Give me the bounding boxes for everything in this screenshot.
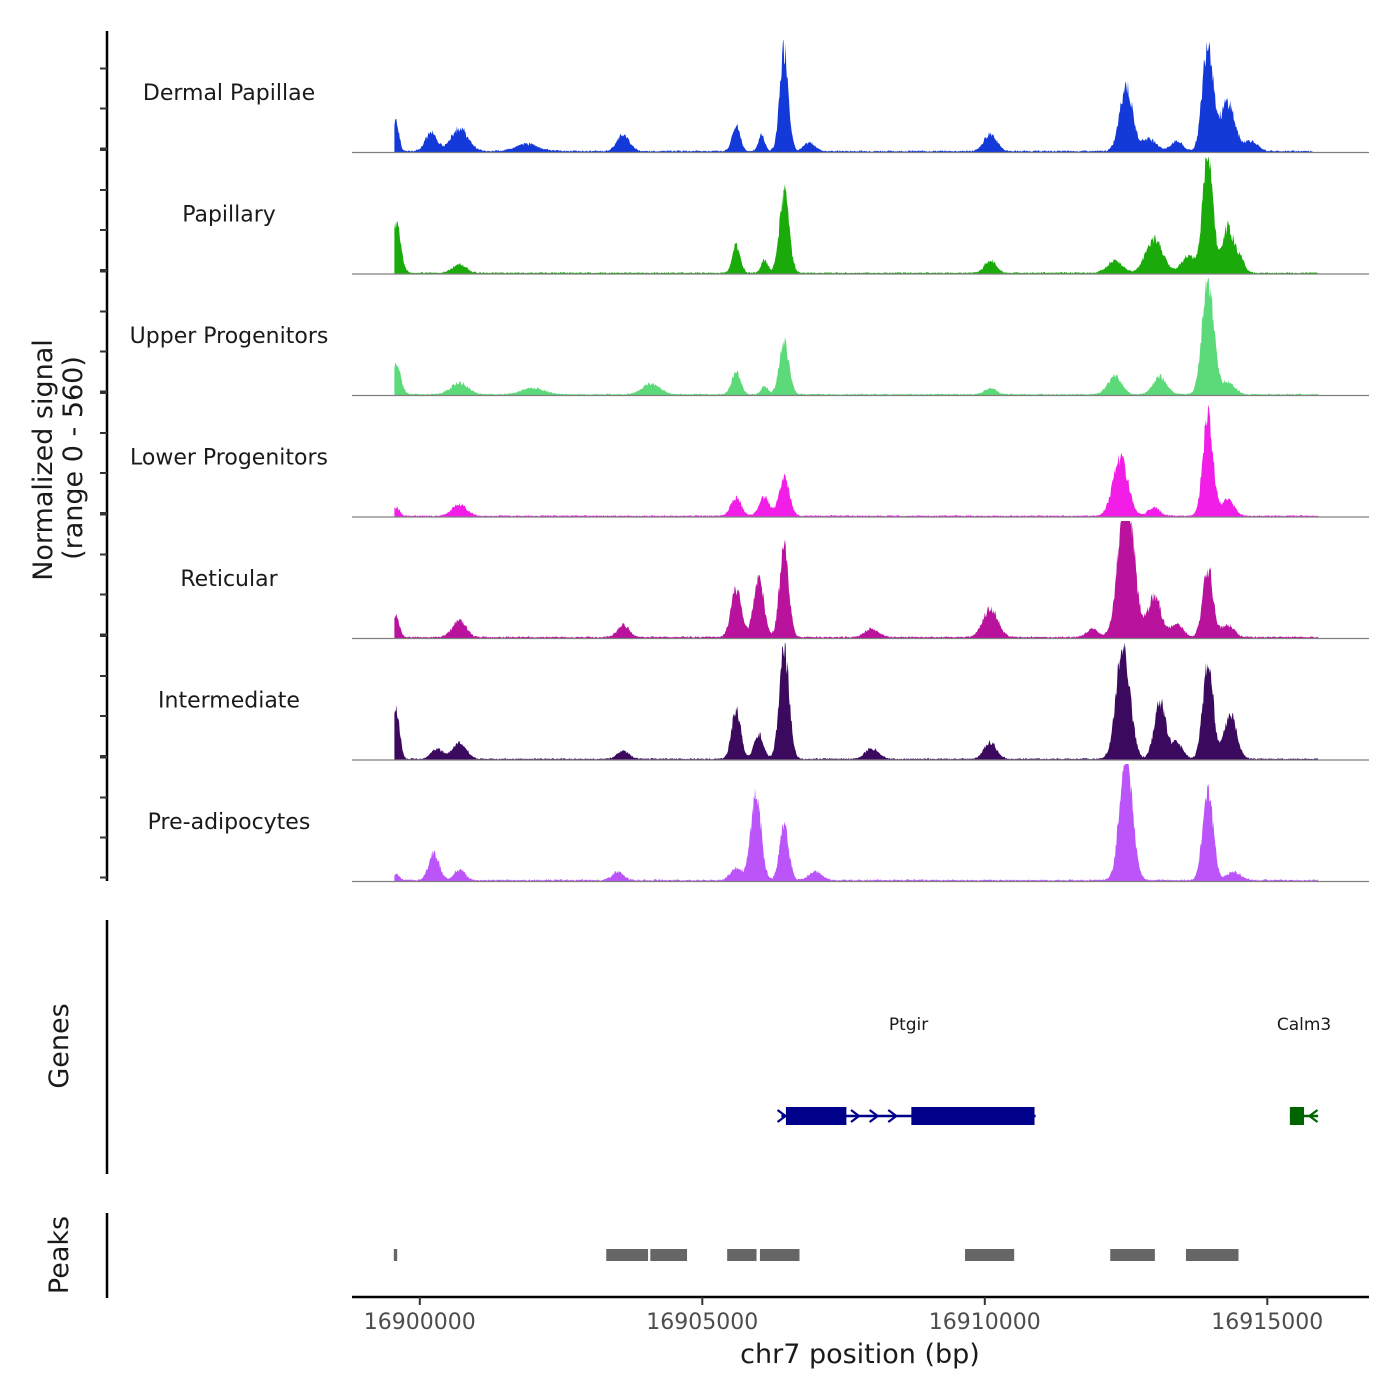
y-axis-range: (range 0 - 560) [58, 356, 89, 560]
signal-area-lower-progenitors [394, 404, 1319, 517]
strand-arrow-icon [868, 1109, 880, 1123]
x-axis-title: chr7 position (bp) [740, 1339, 980, 1370]
strand-arrow-icon [887, 1109, 899, 1123]
signal-area-dermal-papillae [394, 39, 1313, 153]
signal-area-reticular [394, 521, 1319, 639]
gene-label-calm3: Calm3 [1277, 1015, 1331, 1035]
track-label-pre-adipocytes: Pre-adipocytes [148, 810, 311, 835]
strand-arrow-icon [776, 1109, 788, 1123]
peak-region [606, 1249, 649, 1261]
peak-region [1110, 1249, 1155, 1261]
peaks-track [393, 1249, 1239, 1261]
peak-region [1185, 1249, 1239, 1261]
signal-area-intermediate [394, 642, 1319, 760]
x-tick-label: 16915000 [1211, 1310, 1323, 1335]
peak-region [727, 1249, 757, 1261]
peak-region [650, 1249, 688, 1261]
gene-exon [785, 1107, 847, 1125]
strand-arrow-icon [850, 1109, 861, 1123]
signal-tracks: Dermal Papillae Papillary Upper Progenitor… [130, 39, 1369, 883]
signal-area-papillary [394, 156, 1319, 274]
track-lower-progenitors: Lower Progenitors [130, 404, 1369, 518]
track-papillary: Papillary [182, 156, 1369, 275]
signal-area-upper-progenitors [394, 278, 1319, 396]
track-label-papillary: Papillary [182, 203, 276, 228]
peak-region [393, 1249, 398, 1261]
track-reticular: Reticular [180, 521, 1369, 640]
genes-track-title: Genes [44, 1003, 75, 1088]
track-label-dermal-papillae: Dermal Papillae [143, 81, 315, 106]
peaks-track-title: Peaks [44, 1216, 75, 1294]
signal-y-axis [100, 31, 109, 881]
y-axis-title: Normalized signal [28, 339, 59, 581]
track-label-upper-progenitors: Upper Progenitors [130, 324, 329, 349]
x-tick-label: 16900000 [364, 1310, 476, 1335]
track-label-lower-progenitors: Lower Progenitors [130, 446, 328, 471]
x-tick-label: 16910000 [929, 1310, 1041, 1335]
signal-y-ticks [100, 67, 107, 879]
gene-calm3: Calm3 [1277, 1015, 1331, 1125]
track-dermal-papillae: Dermal Papillae [143, 39, 1369, 154]
track-label-intermediate: Intermediate [158, 689, 300, 714]
track-label-reticular: Reticular [180, 567, 278, 592]
genes-track: Ptgir Calm3 [776, 1015, 1331, 1125]
peak-region [965, 1249, 1015, 1261]
gene-ptgir: Ptgir [776, 1015, 1036, 1125]
gene-exon [1289, 1107, 1305, 1125]
track-intermediate: Intermediate [158, 642, 1369, 761]
gene-exon [911, 1107, 1035, 1125]
track-pre-adipocytes: Pre-adipocytes [148, 764, 1369, 883]
track-upper-progenitors: Upper Progenitors [130, 278, 1369, 397]
x-axis-ticks: 16900000 16905000 16910000 16915000 [364, 1297, 1323, 1335]
signal-area-pre-adipocytes [394, 764, 1319, 882]
strand-arrow-icon [1307, 1109, 1319, 1123]
x-tick-label: 16905000 [646, 1310, 758, 1335]
peak-region [759, 1249, 800, 1261]
gene-label-ptgir: Ptgir [889, 1015, 928, 1035]
